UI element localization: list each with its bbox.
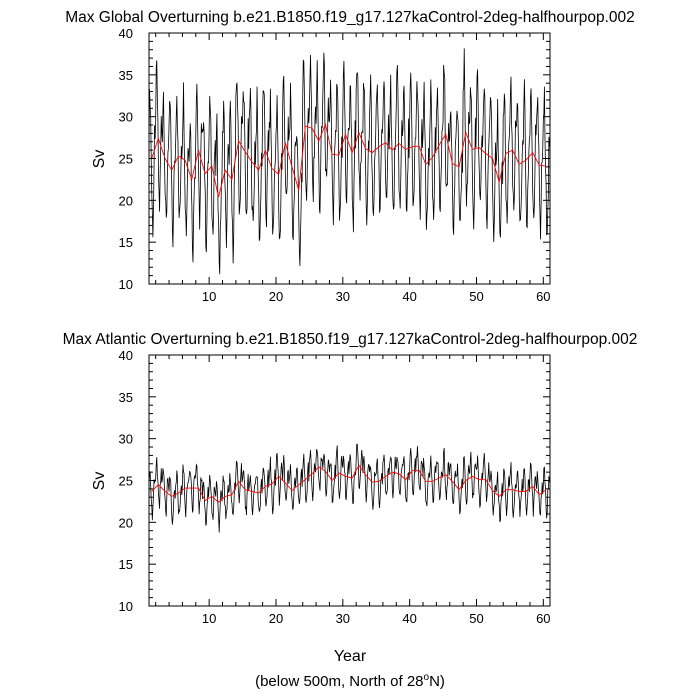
y-tick-label: 30 (119, 110, 133, 125)
atlantic-overturning-panel: Max Atlantic Overturning b.e21.B1850.f19… (63, 331, 638, 665)
monthly-series-line (148, 443, 550, 533)
y-tick-label: 35 (119, 68, 133, 83)
footer-text: (below 500m, North of 28 (255, 673, 423, 690)
y-tick-label: 30 (119, 432, 133, 447)
footer-text-end: N) (429, 673, 445, 690)
y-tick-label: 20 (119, 193, 133, 208)
y-axis-label: Sv (91, 472, 108, 491)
global-overturning-panel: Max Global Overturning b.e21.B1850.f19_g… (65, 9, 635, 304)
footer-note: (below 500m, North of 28oN) (255, 672, 445, 690)
x-tick-label: 60 (536, 289, 550, 304)
x-tick-label: 40 (402, 611, 416, 626)
x-axis-label: Year (334, 648, 367, 665)
y-tick-label: 15 (119, 235, 133, 250)
x-tick-label: 10 (202, 611, 216, 626)
degree-mark: o (424, 672, 430, 683)
plot-frame (148, 32, 551, 285)
y-tick-label: 40 (119, 348, 133, 363)
y-axis-label: Sv (91, 150, 108, 169)
x-tick-label: 60 (536, 611, 550, 626)
y-tick-label: 25 (119, 474, 133, 489)
y-tick-label: 35 (119, 390, 133, 405)
y-tick-label: 25 (119, 152, 133, 167)
chart-title: Max Atlantic Overturning b.e21.B1850.f19… (63, 331, 638, 348)
y-tick-label: 10 (119, 277, 133, 292)
monthly-series-line (148, 48, 550, 275)
x-tick-label: 10 (202, 289, 216, 304)
x-tick-label: 30 (336, 289, 350, 304)
x-tick-label: 40 (402, 289, 416, 304)
chart-title: Max Global Overturning b.e21.B1850.f19_g… (65, 9, 635, 26)
y-tick-label: 15 (119, 557, 133, 572)
x-tick-label: 30 (336, 611, 350, 626)
annual-mean-line (151, 464, 547, 503)
x-tick-label: 20 (269, 611, 283, 626)
y-tick-label: 20 (119, 515, 133, 530)
x-tick-label: 50 (469, 289, 483, 304)
x-tick-label: 50 (469, 611, 483, 626)
y-tick-label: 40 (119, 26, 133, 41)
annual-mean-line (151, 122, 547, 198)
y-tick-label: 10 (119, 599, 133, 614)
x-tick-label: 20 (269, 289, 283, 304)
